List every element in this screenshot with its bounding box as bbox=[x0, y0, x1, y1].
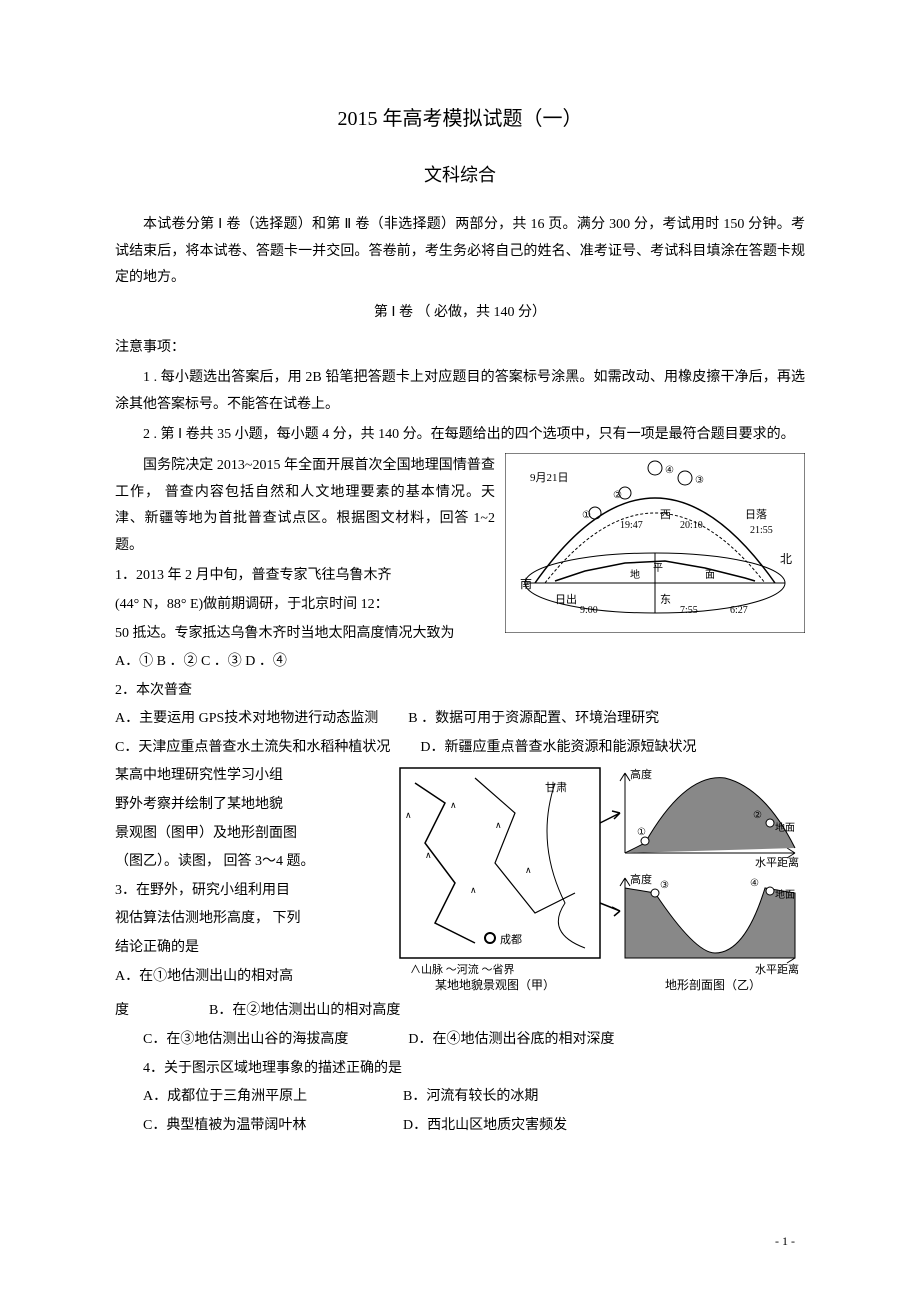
svg-text:∧: ∧ bbox=[470, 885, 477, 895]
svg-text:东: 东 bbox=[660, 593, 671, 606]
figure-2-terrain: ∧ ∧ ∧ ∧ ∧ ∧ 甘肃 成都 ∧山脉 〜河流 ～省界 某地地貌景观图（甲） 高度… bbox=[395, 763, 805, 993]
question-4: 4．关于图示区域地理事象的描述正确的是 bbox=[143, 1056, 805, 1083]
svg-text:高度: 高度 bbox=[630, 767, 652, 781]
svg-text:④: ④ bbox=[750, 878, 759, 889]
q4-option-b: B．河流有较长的冰期 bbox=[403, 1084, 538, 1111]
exam-subtitle: 文科综合 bbox=[115, 158, 805, 192]
svg-text:20:10: 20:10 bbox=[680, 520, 703, 531]
svg-text:地面: 地面 bbox=[775, 888, 795, 901]
question-1-options: A．① B ．② C ．③ D ．④ bbox=[115, 649, 805, 676]
svg-text:④: ④ bbox=[665, 465, 674, 476]
svg-text:9月21日: 9月21日 bbox=[530, 472, 569, 484]
svg-text:日落: 日落 bbox=[745, 508, 767, 521]
q2-option-c: C．天津应重点普查水土流失和水稻种植状况 bbox=[115, 735, 390, 762]
notice-item-1: 1 . 每小题选出答案后，用 2B 铅笔把答题卡上对应题目的答案标号涂黑。如需改… bbox=[115, 365, 805, 418]
notice-label: 注意事项： bbox=[115, 335, 805, 362]
svg-text:②: ② bbox=[753, 810, 762, 821]
intro-paragraph: 本试卷分第 Ⅰ 卷（选择题）和第 Ⅱ 卷（非选择题）两部分，共 16 页。满分 … bbox=[115, 212, 805, 292]
svg-text:6:27: 6:27 bbox=[730, 605, 748, 616]
q2-option-a: A．主要运用 GPS技术对地物进行动态监测 bbox=[115, 706, 378, 733]
svg-text:水平距离: 水平距离 bbox=[755, 855, 799, 869]
svg-text:水平距离: 水平距离 bbox=[755, 962, 799, 976]
page-number: - 1 - bbox=[775, 1230, 795, 1253]
svg-text:高度: 高度 bbox=[630, 872, 652, 886]
svg-text:某地地貌景观图（甲）: 某地地貌景观图（甲） bbox=[435, 977, 555, 992]
notice-item-2: 2 . 第 Ⅰ 卷共 35 小题，每小题 4 分，共 140 分。在每题给出的四… bbox=[115, 422, 805, 449]
exam-title: 2015 年高考模拟试题（一） bbox=[115, 100, 805, 138]
q2-option-b: B ．数据可用于资源配置、环境治理研究 bbox=[408, 706, 659, 733]
svg-text:①: ① bbox=[582, 510, 591, 521]
svg-text:7:55: 7:55 bbox=[680, 605, 698, 616]
q2-option-d: D．新疆应重点普查水能资源和能源短缺状况 bbox=[420, 735, 696, 762]
svg-text:平: 平 bbox=[653, 563, 663, 574]
svg-text:地: 地 bbox=[630, 568, 640, 581]
q4-option-d: D．西北山区地质灾害频发 bbox=[403, 1113, 567, 1140]
svg-text:甘肃: 甘肃 bbox=[545, 781, 567, 794]
svg-text:北: 北 bbox=[780, 552, 792, 566]
svg-text:∧: ∧ bbox=[425, 850, 432, 860]
figure-1-sun-path: ④ ③ ② ① 9月21日 19:47 20:10 日落 21:55 日出 9:… bbox=[505, 453, 805, 633]
svg-text:①: ① bbox=[637, 827, 646, 838]
svg-text:③: ③ bbox=[660, 880, 669, 891]
svg-text:③: ③ bbox=[695, 475, 704, 486]
q4-option-c: C．典型植被为温带阔叶林 bbox=[143, 1113, 403, 1140]
question-2: 2．本次普查 bbox=[115, 678, 805, 705]
svg-text:∧: ∧ bbox=[450, 800, 457, 810]
svg-text:面: 面 bbox=[705, 570, 715, 581]
section-1-header: 第 Ⅰ 卷 （ 必做，共 140 分） bbox=[115, 300, 805, 327]
svg-text:19:47: 19:47 bbox=[620, 520, 643, 531]
svg-text:地面: 地面 bbox=[775, 821, 795, 834]
svg-text:地形剖面图（乙）: 地形剖面图（乙） bbox=[665, 978, 761, 992]
svg-text:②: ② bbox=[613, 490, 622, 501]
svg-text:日出: 日出 bbox=[555, 592, 577, 606]
svg-text:西: 西 bbox=[660, 509, 671, 521]
svg-text:∧: ∧ bbox=[495, 820, 502, 830]
svg-text:∧: ∧ bbox=[525, 865, 532, 875]
svg-text:9:00: 9:00 bbox=[580, 605, 598, 616]
svg-text:∧山脉 〜河流 ～省界: ∧山脉 〜河流 ～省界 bbox=[410, 962, 515, 976]
svg-text:南: 南 bbox=[520, 576, 532, 591]
q3-option-a-line2: 度 bbox=[115, 998, 129, 1025]
q3-option-d: D．在④地估测出谷底的相对深度 bbox=[408, 1027, 614, 1054]
q3-option-b: B．在②地估测出山的相对高度 bbox=[209, 998, 400, 1025]
svg-text:成都: 成都 bbox=[500, 933, 522, 946]
q3-option-c: C．在③地估测出山谷的海拔高度 bbox=[143, 1027, 348, 1054]
svg-text:21:55: 21:55 bbox=[750, 525, 773, 536]
q4-option-a: A．成都位于三角洲平原上 bbox=[143, 1084, 403, 1111]
svg-text:∧: ∧ bbox=[405, 810, 412, 820]
